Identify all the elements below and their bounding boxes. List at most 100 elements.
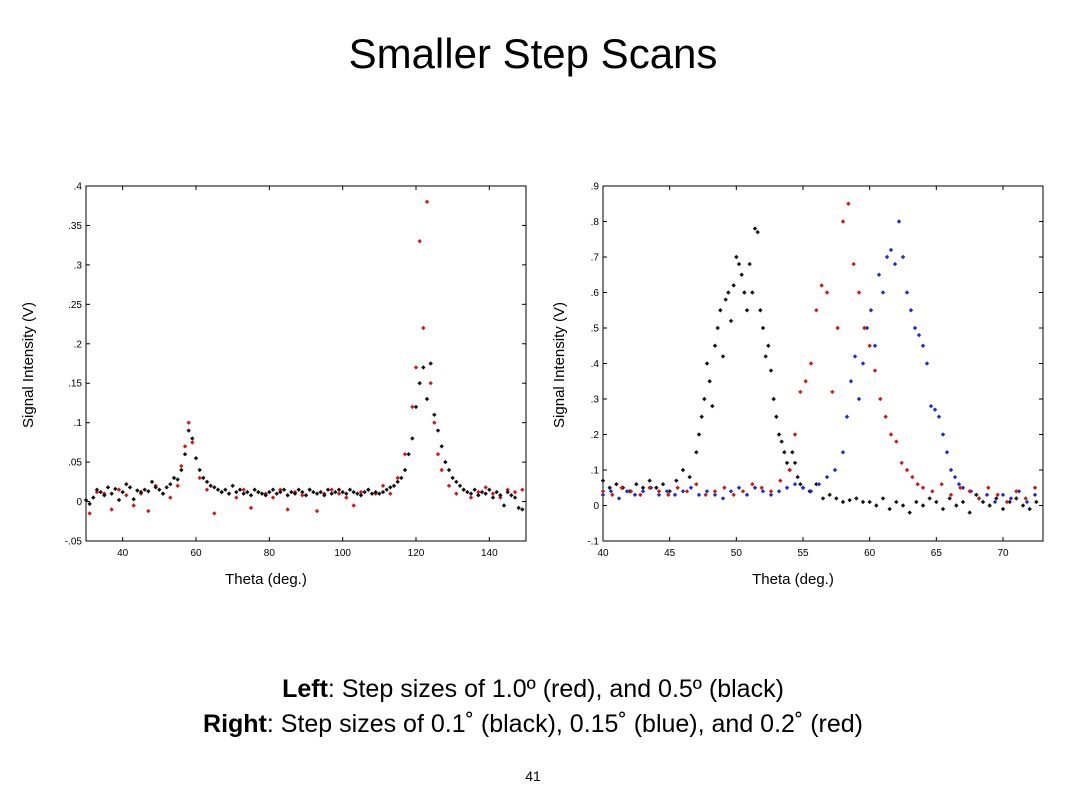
left-chart-red-point <box>388 491 393 496</box>
right-chart-black-point <box>768 368 774 373</box>
right-chart-y-tick-label: .5 <box>591 324 600 335</box>
left-chart-black-point <box>351 489 356 495</box>
right-chart-black-point <box>744 308 750 313</box>
left-chart-red-point <box>278 487 283 492</box>
right-chart-red-point <box>835 325 840 331</box>
right-chart-blue-point <box>872 343 878 348</box>
right-chart-x-tick-label: 55 <box>797 548 809 559</box>
left-chart-black-point <box>300 489 305 495</box>
left-chart-black-point <box>505 489 510 495</box>
left-chart-black-point <box>146 489 151 494</box>
right-chart-blue-point <box>616 496 622 501</box>
right-chart-blue-point <box>608 489 614 494</box>
left-x-axis-label: Theta (deg.) <box>225 571 307 588</box>
right-chart-black-point <box>742 290 747 295</box>
right-chart-black-point <box>707 379 712 384</box>
right-chart-red-point <box>798 389 803 395</box>
right-chart-black-point <box>874 503 879 508</box>
left-chart-red-point <box>186 420 191 425</box>
left-chart-black-point <box>336 487 342 492</box>
right-chart-red-point <box>814 308 819 313</box>
right-chart-black-point <box>718 308 723 313</box>
left-chart-red-point <box>234 495 239 500</box>
left-chart-black-point <box>479 489 485 495</box>
right-chart-blue-point <box>656 492 662 498</box>
right-chart-black-point <box>734 254 739 260</box>
left-chart-black-point <box>377 491 382 496</box>
right-chart-x-tick-label: 45 <box>664 548 676 559</box>
right-chart-x-tick-label: 60 <box>864 548 876 559</box>
left-chart-black-point <box>406 452 411 457</box>
left-chart-red-point <box>197 475 202 481</box>
right-chart-blue-point <box>876 272 882 277</box>
right-chart-blue-point <box>816 482 822 487</box>
right-chart-red-point <box>958 485 963 490</box>
left-chart-red-point <box>432 420 437 425</box>
right-chart-black-point <box>710 403 715 409</box>
left-chart-red-point <box>446 483 452 488</box>
right-chart-black-point <box>900 503 906 508</box>
left-chart-black-point <box>212 485 217 490</box>
right-chart-black-point <box>927 496 932 501</box>
left-chart-black-point <box>252 487 257 492</box>
left-chart-black-point <box>446 467 452 473</box>
left-chart-red-point <box>439 467 444 473</box>
right-chart-black-point <box>747 261 752 267</box>
right-chart-blue-point <box>784 485 790 490</box>
left-chart-black-point <box>230 483 235 488</box>
right-chart-red-point <box>995 492 1000 498</box>
left-chart-red-point <box>94 489 100 495</box>
right-chart-red-point <box>803 379 808 384</box>
left-chart-red-point <box>124 493 129 498</box>
right-chart-black-point <box>712 343 718 348</box>
left-chart-red-point <box>417 239 422 244</box>
left-chart-black-point <box>164 485 169 490</box>
right-chart-y-tick-label: .1 <box>591 466 600 477</box>
right-chart-black-point <box>840 499 846 505</box>
left-chart-black-point <box>355 491 360 496</box>
right-chart-blue-point <box>776 489 782 494</box>
right-chart-blue-point <box>932 407 938 412</box>
right-chart-black-point <box>766 343 771 348</box>
right-chart-black-point <box>1027 506 1032 512</box>
left-chart-black-point <box>461 487 466 492</box>
left-chart-red-point <box>498 495 503 500</box>
left-chart-black-point <box>347 487 353 492</box>
right-chart-black-point <box>702 396 707 402</box>
left-chart-black-point <box>201 475 206 481</box>
right-chart-black-point <box>758 308 763 313</box>
left-chart-red-point <box>241 487 246 492</box>
right-chart-blue-point <box>680 489 686 494</box>
right-chart-blue-point <box>912 325 918 331</box>
right-chart-blue-point <box>916 332 922 338</box>
right-chart-x-tick-label: 50 <box>731 548 743 559</box>
right-chart-black-point <box>660 482 666 487</box>
right-chart-blue-point <box>744 492 750 498</box>
left-chart-black-point <box>490 495 496 500</box>
left-chart-black-point <box>395 479 400 485</box>
left-chart-black-point <box>454 479 459 485</box>
right-chart-blue-point <box>704 489 710 494</box>
left-chart-black-point <box>384 487 389 492</box>
right-chart-red-point <box>731 492 736 498</box>
right-chart-red-point <box>656 489 662 494</box>
left-chart-black-point <box>424 396 430 402</box>
right-scatter-plot: 40 45 50 55 60 65 70 -.1 0 .1 .2 .3 .4 .5 .6 .7 .8 .9 <box>587 182 1044 559</box>
right-chart-black-point <box>947 496 952 501</box>
right-chart-black-point <box>847 497 852 503</box>
right-chart-red-point <box>628 489 634 494</box>
page-number: 41 <box>525 768 541 784</box>
left-chart-red-point <box>476 489 481 495</box>
left-chart-black-point <box>131 496 136 502</box>
left-chart-black-point <box>116 497 122 503</box>
right-chart-blue-point <box>1016 489 1022 494</box>
left-chart-black-point <box>373 489 378 495</box>
right-chart-black-point <box>614 482 619 487</box>
right-chart-blue-point <box>868 308 874 313</box>
left-chart-red-point <box>468 495 474 500</box>
right-chart-blue-point <box>900 254 906 260</box>
right-chart-axes-frame <box>602 185 1044 542</box>
left-chart-black-point <box>366 487 371 492</box>
left-chart-red-point <box>424 199 430 204</box>
right-chart-red-point <box>883 414 888 419</box>
